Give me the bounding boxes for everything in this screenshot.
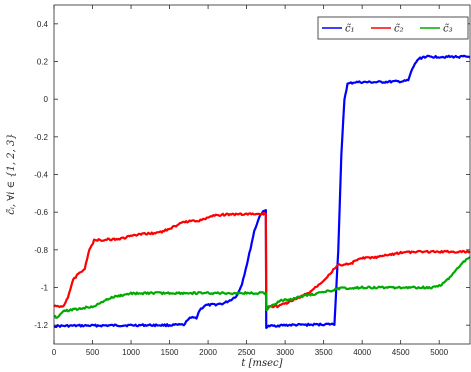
y-tick-label: -0.4 xyxy=(34,171,48,180)
y-tick-label: 0.4 xyxy=(37,20,49,29)
x-tick-label: 4000 xyxy=(353,348,371,357)
y-tick-label: 0.2 xyxy=(37,58,49,67)
x-tick-label: 500 xyxy=(86,348,100,357)
legend-label-2: c̃₂ xyxy=(394,24,404,35)
legend-label-1: c̃₁ xyxy=(345,24,355,35)
y-tick-label: -0.2 xyxy=(34,133,48,142)
x-axis-title: t [msec] xyxy=(241,358,282,369)
y-tick-label: -0.8 xyxy=(34,246,48,255)
x-tick-label: 1500 xyxy=(161,348,179,357)
y-tick-label: -0.6 xyxy=(34,208,48,217)
y-tick-label: 0 xyxy=(44,95,49,104)
x-tick-label: 3500 xyxy=(315,348,333,357)
legend: c̃₁ c̃₂ c̃₃ xyxy=(318,17,468,39)
x-tick-label: 2500 xyxy=(238,348,256,357)
x-tick-label: 2000 xyxy=(199,348,217,357)
y-axis-title: c̃ᵢ, ∀i ∈ {1, 2, 3} xyxy=(6,133,17,215)
x-tick-label: 4500 xyxy=(392,348,410,357)
y-tick-label: -1.2 xyxy=(34,321,48,330)
x-tick-label: 5000 xyxy=(430,348,448,357)
x-tick-label: 3000 xyxy=(276,348,294,357)
y-tick-label: -1 xyxy=(41,284,49,293)
legend-label-3: c̃₃ xyxy=(443,24,453,35)
x-tick-label: 1000 xyxy=(122,348,140,357)
x-tick-label: 0 xyxy=(52,348,57,357)
